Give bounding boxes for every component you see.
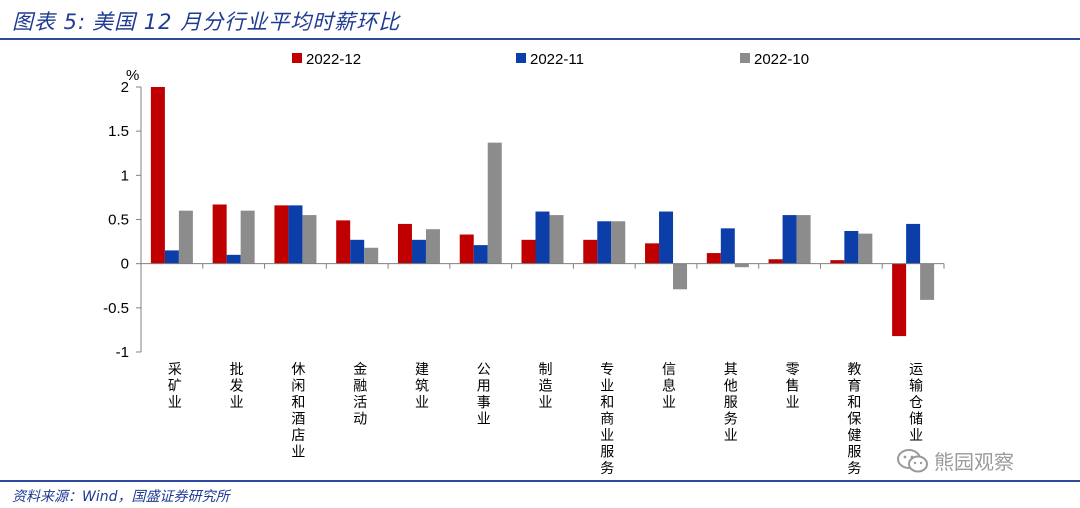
bar-2022-10 (240, 210, 255, 264)
x-category-label: 零售业 (786, 362, 800, 411)
figure-title-text: 美国 12 月分行业平均时薪环比 (92, 10, 401, 34)
bar-2022-11 (535, 211, 550, 264)
y-tick-label: 1 (121, 167, 129, 184)
legend-label: 2022-10 (754, 51, 809, 68)
bar-2022-10 (549, 215, 564, 264)
bar-2022-11 (782, 215, 797, 264)
bar-2022-11 (411, 239, 426, 264)
bar-2022-11 (844, 230, 859, 264)
x-category-label: 教育和保健服务 (847, 362, 861, 477)
bar-2022-11 (720, 228, 735, 264)
bar-2022-10 (673, 263, 688, 290)
x-category-label: 建筑业 (415, 362, 429, 411)
figure-label: 图表 5: (12, 10, 87, 34)
legend: 2022-12 2022-11 2022-10 (292, 51, 809, 68)
wechat-icon (897, 448, 928, 472)
bar-2022-11 (906, 223, 921, 264)
bar-2022-10 (302, 215, 317, 264)
bar-2022-11 (350, 239, 365, 264)
bar-2022-12 (521, 239, 536, 264)
bar-2022-12 (459, 234, 474, 264)
bar-2022-10 (425, 229, 440, 264)
x-category-label: 休闲和酒店业 (291, 362, 305, 461)
bar-2022-11 (288, 205, 303, 264)
bar-2022-12 (830, 260, 845, 264)
bar-2022-12 (768, 259, 783, 264)
bar-2022-11 (659, 211, 674, 264)
legend-swatch-2022-12 (292, 53, 302, 63)
y-tick-label: 1.5 (108, 123, 129, 140)
y-tick-label: 0.5 (108, 212, 129, 229)
y-tick-label: 2 (121, 79, 129, 96)
bottom-rule (0, 480, 1080, 482)
bar-2022-12 (706, 253, 721, 264)
x-category-label: 信息业 (662, 362, 676, 411)
bar-2022-10 (734, 263, 749, 268)
bar-2022-12 (336, 220, 351, 264)
legend-label: 2022-12 (306, 51, 361, 68)
y-tick-label: -1 (116, 344, 129, 361)
legend-label: 2022-11 (530, 51, 584, 68)
y-axis: 2 1.5 1 0.5 0 -0.5 -1 (103, 79, 142, 361)
x-category-label: 公用事业 (477, 362, 491, 428)
legend-swatch-2022-11 (516, 53, 526, 63)
bar-chart: 2022-12 2022-11 2022-10 % 21.510.50-0.5-1 … (103, 51, 945, 477)
watermark-text: 熊园观察 (934, 450, 1014, 474)
bar-2022-10 (611, 221, 626, 264)
bar-2022-12 (212, 204, 227, 264)
x-category-label: 专业和商业服务 (600, 362, 614, 477)
bar-2022-12 (150, 87, 165, 264)
x-category-label: 采矿业 (168, 362, 182, 411)
bar-2022-11 (164, 250, 179, 264)
figure-title: 图表 5: 美国 12 月分行业平均时薪环比 (12, 6, 406, 36)
bar-2022-10 (178, 210, 193, 264)
bar-2022-12 (645, 243, 660, 264)
bar-2022-10 (858, 233, 873, 264)
bars (150, 87, 935, 337)
bar-2022-12 (397, 223, 412, 264)
bar-2022-11 (226, 254, 241, 264)
x-category-label: 运输仓储业 (909, 362, 923, 444)
y-unit-label: % (126, 67, 139, 84)
bar-2022-12 (274, 205, 289, 264)
bar-2022-11 (473, 245, 488, 264)
bar-2022-10 (364, 247, 379, 264)
x-category-label: 制造业 (539, 362, 553, 411)
bar-2022-10 (796, 215, 811, 264)
y-tick-label: -0.5 (103, 300, 129, 317)
source-note: 资料来源：Wind，国盛证券研究所 (12, 489, 230, 505)
bar-2022-10 (487, 142, 502, 264)
x-category-label: 批发业 (230, 362, 244, 411)
y-tick-label: 0 (121, 256, 129, 273)
bar-2022-10 (920, 263, 935, 300)
watermark: 熊园观察 (896, 446, 1014, 475)
legend-swatch-2022-10 (740, 53, 750, 63)
x-axis: 采矿业 批发业 休闲和酒店业 金融活动 建筑业 公用事业 制造业 专业和商业服务 信息业 其他服务… (140, 263, 945, 477)
bar-2022-11 (597, 221, 612, 264)
bar-2022-12 (892, 263, 907, 337)
top-rule (0, 38, 1080, 40)
x-category-label: 金融活动 (353, 362, 367, 428)
x-category-label: 其他服务业 (724, 362, 738, 444)
bar-2022-12 (583, 239, 598, 264)
